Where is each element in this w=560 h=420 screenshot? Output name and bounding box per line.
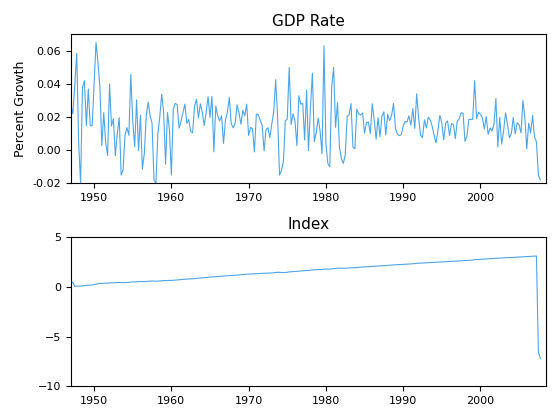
- Y-axis label: Percent Growth: Percent Growth: [14, 60, 27, 157]
- Title: GDP Rate: GDP Rate: [272, 14, 345, 29]
- Title: Index: Index: [287, 217, 330, 232]
